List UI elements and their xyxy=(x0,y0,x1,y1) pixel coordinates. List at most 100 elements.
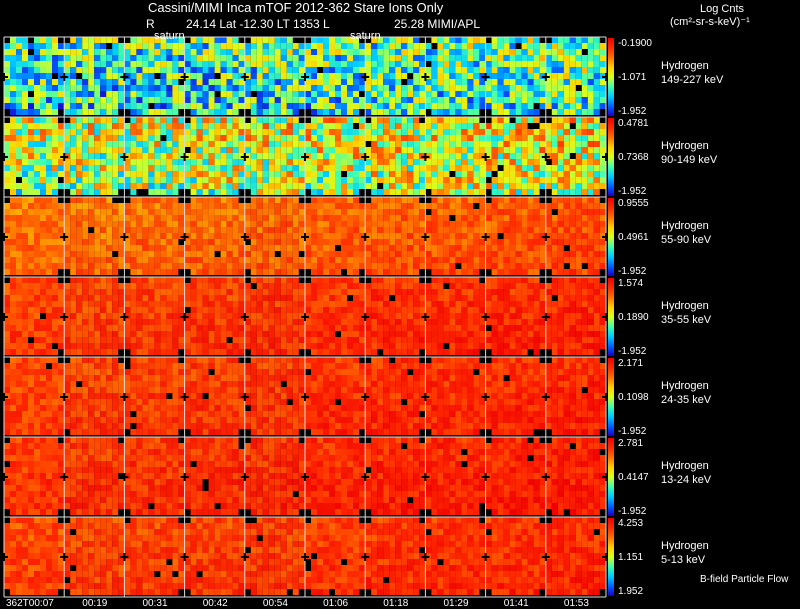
heatmap-cell xyxy=(202,123,209,129)
heatmap-cell xyxy=(557,313,564,319)
heatmap-cell xyxy=(274,73,281,79)
heatmap-cell xyxy=(136,277,143,283)
heatmap-cell xyxy=(311,209,317,215)
heatmap-cell xyxy=(4,263,10,269)
heatmap-cell xyxy=(569,221,576,227)
heatmap-cell xyxy=(503,319,510,325)
heatmap-cell xyxy=(563,251,570,257)
heatmap-cell xyxy=(359,97,365,103)
heatmap-cell xyxy=(268,37,275,43)
heatmap-cell xyxy=(118,257,125,263)
heatmap-cell xyxy=(10,97,16,103)
heatmap-cell xyxy=(268,295,275,301)
heatmap-cell xyxy=(557,135,564,141)
heatmap-cell xyxy=(593,67,600,73)
heatmap-cell xyxy=(365,307,372,313)
heatmap-cell xyxy=(46,263,52,269)
heatmap-cell xyxy=(46,159,52,165)
heatmap-cell xyxy=(413,129,420,135)
heatmap-cell xyxy=(82,263,89,269)
heatmap-cell xyxy=(172,177,179,183)
heatmap-cell xyxy=(443,269,450,275)
heatmap-cell xyxy=(515,73,522,79)
heatmap-cell xyxy=(335,301,341,307)
heatmap-cell xyxy=(82,129,89,135)
heatmap-cell xyxy=(28,203,34,209)
heatmap-cell xyxy=(557,239,564,245)
heatmap-cell xyxy=(365,227,372,233)
heatmap-cell xyxy=(527,49,534,55)
heatmap-cell xyxy=(280,61,287,67)
heatmap-cell xyxy=(34,109,40,115)
heatmap-cell xyxy=(268,67,275,73)
heatmap-cell xyxy=(521,245,528,251)
heatmap-cell xyxy=(274,197,281,203)
heatmap-cell xyxy=(365,295,372,301)
heatmap-cell xyxy=(521,49,528,55)
heatmap-cell xyxy=(124,283,131,289)
heatmap-cell xyxy=(593,43,600,49)
heatmap-cell xyxy=(389,203,396,209)
heatmap-cell xyxy=(341,85,347,91)
heatmap-cell xyxy=(467,123,474,129)
heatmap-cell xyxy=(28,141,34,147)
heatmap-cell xyxy=(575,61,582,67)
heatmap-cell xyxy=(244,337,251,343)
heatmap-cell xyxy=(371,49,378,55)
heatmap-cell xyxy=(473,103,480,109)
heatmap-cell xyxy=(100,79,107,85)
heatmap-cell xyxy=(184,91,191,97)
heatmap-cell xyxy=(389,337,396,343)
heatmap-cell xyxy=(88,171,95,177)
heatmap-cell xyxy=(353,159,359,165)
heatmap-cell xyxy=(551,61,558,67)
heatmap-cell xyxy=(118,171,125,177)
heatmap-cell xyxy=(208,251,215,257)
heatmap-cell xyxy=(232,37,239,43)
heatmap-cell xyxy=(88,263,95,269)
heatmap-cell xyxy=(106,295,113,301)
heatmap-cell xyxy=(509,123,516,129)
heatmap-cell xyxy=(190,337,197,343)
heatmap-cell xyxy=(208,79,215,85)
heatmap-cell xyxy=(88,183,95,189)
heatmap-cell xyxy=(443,37,450,43)
heatmap-cell xyxy=(407,203,414,209)
heatmap-cell xyxy=(305,295,311,301)
heatmap-cell xyxy=(359,183,365,189)
heatmap-cell xyxy=(383,233,390,239)
heatmap-cell xyxy=(383,319,390,325)
heatmap-cell xyxy=(593,239,600,245)
heatmap-cell xyxy=(22,49,28,55)
heatmap-cell xyxy=(569,117,576,123)
heatmap-cell xyxy=(593,61,600,67)
heatmap-cell xyxy=(58,103,64,109)
heatmap-cell xyxy=(220,117,227,123)
heatmap-cell xyxy=(467,215,474,221)
heatmap-cell xyxy=(292,215,299,221)
heatmap-cell xyxy=(479,79,486,85)
heatmap-cell xyxy=(172,257,179,263)
heatmap-cell xyxy=(479,337,486,343)
heatmap-cell xyxy=(160,159,167,165)
heatmap-cell xyxy=(329,245,335,251)
heatmap-cell xyxy=(64,91,71,97)
heatmap-cell xyxy=(329,91,335,97)
heatmap-cell xyxy=(569,203,576,209)
heatmap-cell xyxy=(64,109,71,115)
heatmap-cell xyxy=(449,263,456,269)
heatmap-cell xyxy=(76,67,83,73)
heatmap-cell xyxy=(383,209,390,215)
heatmap-cell xyxy=(94,313,101,319)
heatmap-cell xyxy=(16,147,22,153)
heatmap-cell xyxy=(184,177,191,183)
heatmap-cell xyxy=(323,55,329,61)
heatmap-cell xyxy=(371,307,378,313)
heatmap-cell xyxy=(437,227,444,233)
heatmap-cell xyxy=(208,269,215,275)
heatmap-cell xyxy=(100,189,107,195)
heatmap-cell xyxy=(172,283,179,289)
heatmap-cell xyxy=(389,251,396,257)
heatmap-cell xyxy=(112,67,119,73)
heatmap-cell xyxy=(52,251,58,257)
